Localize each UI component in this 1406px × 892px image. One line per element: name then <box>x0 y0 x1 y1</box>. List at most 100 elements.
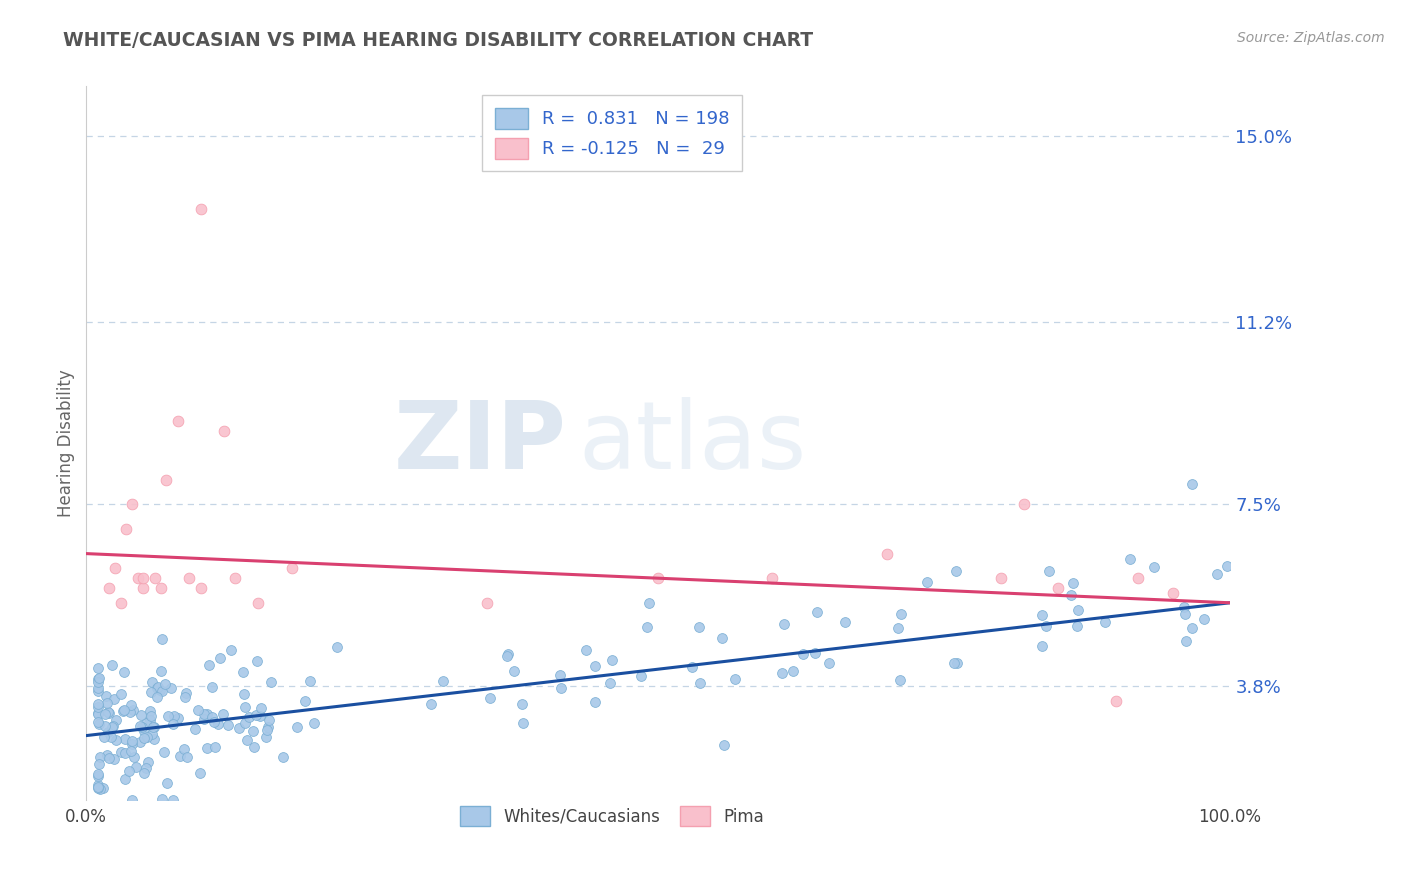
Point <box>96 689 118 703</box>
Point <box>150 664 173 678</box>
Point <box>432 674 454 689</box>
Point <box>143 571 166 585</box>
Point <box>233 715 256 730</box>
Point <box>886 621 908 635</box>
Point <box>1174 633 1197 648</box>
Point <box>233 700 256 714</box>
Point <box>232 687 254 701</box>
Point <box>87 767 110 781</box>
Point <box>915 575 938 590</box>
Point <box>184 722 207 736</box>
Point <box>87 697 110 711</box>
Point <box>150 632 173 646</box>
Point <box>224 571 246 585</box>
Point <box>945 656 967 670</box>
Point <box>242 723 264 738</box>
Point <box>141 727 163 741</box>
Point <box>792 647 814 661</box>
Y-axis label: Hearing Disability: Hearing Disability <box>58 369 75 516</box>
Point <box>773 617 796 632</box>
Point <box>162 717 184 731</box>
Point <box>121 737 143 751</box>
Point <box>219 643 242 657</box>
Point <box>125 760 148 774</box>
Point <box>89 782 111 797</box>
Point <box>512 716 534 731</box>
Point <box>120 705 142 719</box>
Point <box>89 750 111 764</box>
Point <box>87 684 110 698</box>
Point <box>142 720 165 734</box>
Point <box>1215 559 1237 574</box>
Point <box>249 709 271 723</box>
Point <box>114 665 136 679</box>
Point <box>143 721 166 735</box>
Point <box>87 778 110 792</box>
Point <box>1067 603 1090 617</box>
Point <box>1047 581 1070 595</box>
Point <box>201 681 224 695</box>
Point <box>195 706 218 721</box>
Point <box>166 414 188 428</box>
Legend: Whites/Caucasians, Pima: Whites/Caucasians, Pima <box>451 798 773 834</box>
Point <box>174 685 197 699</box>
Point <box>87 716 110 731</box>
Point <box>139 709 162 723</box>
Point <box>87 714 110 729</box>
Point <box>136 730 159 744</box>
Point <box>146 681 169 695</box>
Point <box>132 581 155 595</box>
Point <box>246 596 269 610</box>
Point <box>160 681 183 696</box>
Point <box>157 709 180 723</box>
Point <box>190 581 212 595</box>
Point <box>302 716 325 731</box>
Point <box>114 732 136 747</box>
Point <box>294 694 316 708</box>
Text: WHITE/CAUCASIAN VS PIMA HEARING DISABILITY CORRELATION CHART: WHITE/CAUCASIAN VS PIMA HEARING DISABILI… <box>63 31 814 50</box>
Point <box>112 703 135 717</box>
Point <box>256 723 278 737</box>
Point <box>110 687 132 701</box>
Point <box>120 744 142 758</box>
Point <box>688 620 710 634</box>
Point <box>153 677 176 691</box>
Point <box>420 697 443 711</box>
Point <box>96 747 118 762</box>
Point <box>129 719 152 733</box>
Point <box>285 720 308 734</box>
Point <box>803 646 825 660</box>
Point <box>1104 694 1126 708</box>
Point <box>1031 639 1053 653</box>
Point <box>93 707 115 722</box>
Point <box>97 706 120 720</box>
Point <box>132 724 155 739</box>
Point <box>100 730 122 744</box>
Point <box>146 680 169 694</box>
Point <box>1173 599 1195 614</box>
Point <box>132 765 155 780</box>
Point <box>238 710 260 724</box>
Point <box>139 713 162 727</box>
Point <box>131 721 153 735</box>
Point <box>93 730 115 744</box>
Point <box>124 750 146 764</box>
Point <box>583 659 606 673</box>
Text: ZIP: ZIP <box>394 397 567 489</box>
Point <box>87 674 110 689</box>
Point <box>169 749 191 764</box>
Point <box>87 781 110 796</box>
Point <box>118 764 141 778</box>
Point <box>101 658 124 673</box>
Point <box>235 733 257 747</box>
Point <box>112 705 135 719</box>
Point <box>1094 615 1116 629</box>
Point <box>1161 586 1184 600</box>
Point <box>724 672 747 686</box>
Point <box>162 792 184 806</box>
Point <box>943 656 966 670</box>
Point <box>806 605 828 619</box>
Point <box>155 473 177 487</box>
Point <box>141 685 163 699</box>
Point <box>583 695 606 709</box>
